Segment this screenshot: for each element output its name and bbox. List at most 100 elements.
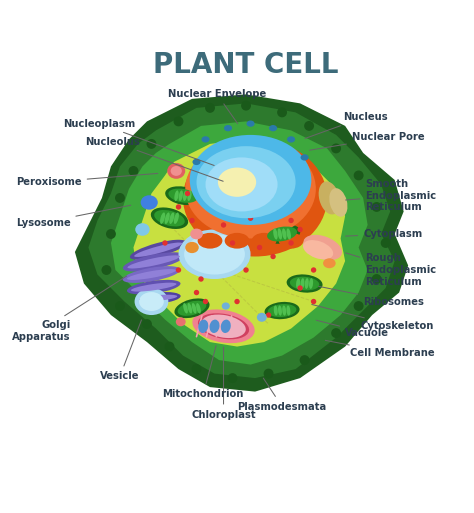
Ellipse shape xyxy=(286,305,291,315)
Ellipse shape xyxy=(171,166,182,176)
Ellipse shape xyxy=(284,177,289,183)
Text: Peroxisome: Peroxisome xyxy=(16,173,158,187)
Ellipse shape xyxy=(197,146,296,218)
Ellipse shape xyxy=(212,191,217,196)
Ellipse shape xyxy=(221,320,231,333)
Ellipse shape xyxy=(288,218,294,223)
Ellipse shape xyxy=(127,269,176,280)
Ellipse shape xyxy=(354,301,364,311)
Ellipse shape xyxy=(297,227,303,232)
Ellipse shape xyxy=(286,228,291,240)
Ellipse shape xyxy=(168,189,198,203)
Ellipse shape xyxy=(243,267,249,273)
Ellipse shape xyxy=(273,228,278,240)
Ellipse shape xyxy=(228,204,233,214)
Ellipse shape xyxy=(134,243,182,257)
Ellipse shape xyxy=(277,107,287,117)
Ellipse shape xyxy=(304,121,314,131)
Text: Nuclear Pore: Nuclear Pore xyxy=(310,132,425,150)
Ellipse shape xyxy=(146,139,156,149)
Ellipse shape xyxy=(198,233,222,249)
Ellipse shape xyxy=(167,163,185,179)
Ellipse shape xyxy=(154,210,185,226)
Ellipse shape xyxy=(311,299,316,304)
Ellipse shape xyxy=(264,369,273,379)
Ellipse shape xyxy=(309,278,313,289)
Text: Ribosomes: Ribosomes xyxy=(319,286,424,307)
Ellipse shape xyxy=(274,305,278,315)
Ellipse shape xyxy=(176,204,181,210)
Ellipse shape xyxy=(279,233,303,249)
Ellipse shape xyxy=(228,373,237,383)
Ellipse shape xyxy=(196,303,201,313)
Text: Plasmodesmata: Plasmodesmata xyxy=(237,378,327,411)
Ellipse shape xyxy=(220,199,254,220)
Ellipse shape xyxy=(297,285,303,291)
Ellipse shape xyxy=(206,157,278,211)
Polygon shape xyxy=(75,94,408,391)
Ellipse shape xyxy=(201,136,210,143)
Ellipse shape xyxy=(266,200,271,205)
Ellipse shape xyxy=(174,190,179,201)
Ellipse shape xyxy=(210,320,219,333)
Ellipse shape xyxy=(198,320,208,333)
Ellipse shape xyxy=(178,301,206,316)
Text: Nucleus: Nucleus xyxy=(305,112,388,139)
Ellipse shape xyxy=(311,267,316,273)
Ellipse shape xyxy=(264,302,300,319)
Ellipse shape xyxy=(185,242,199,253)
Ellipse shape xyxy=(372,274,382,284)
Polygon shape xyxy=(89,104,395,378)
Ellipse shape xyxy=(135,288,168,315)
Ellipse shape xyxy=(184,234,245,274)
Ellipse shape xyxy=(142,319,152,329)
Ellipse shape xyxy=(176,267,181,273)
Ellipse shape xyxy=(331,144,341,153)
Ellipse shape xyxy=(139,294,177,301)
Ellipse shape xyxy=(183,190,187,201)
Ellipse shape xyxy=(267,227,297,242)
Ellipse shape xyxy=(128,255,180,268)
Text: Nuclear Envelope: Nuclear Envelope xyxy=(168,89,266,124)
Ellipse shape xyxy=(282,305,286,315)
Ellipse shape xyxy=(123,252,184,271)
Ellipse shape xyxy=(224,125,232,131)
Ellipse shape xyxy=(127,280,181,294)
Ellipse shape xyxy=(222,303,230,310)
Ellipse shape xyxy=(164,342,174,351)
Ellipse shape xyxy=(301,154,309,161)
Ellipse shape xyxy=(252,233,276,249)
Ellipse shape xyxy=(278,305,282,315)
Ellipse shape xyxy=(192,309,255,343)
Ellipse shape xyxy=(201,314,246,338)
Ellipse shape xyxy=(223,201,251,217)
Ellipse shape xyxy=(115,193,125,203)
Ellipse shape xyxy=(246,121,255,127)
Ellipse shape xyxy=(287,274,322,292)
Ellipse shape xyxy=(183,140,327,256)
Ellipse shape xyxy=(194,290,199,295)
Text: Lysosome: Lysosome xyxy=(16,205,131,228)
Ellipse shape xyxy=(241,204,246,214)
Ellipse shape xyxy=(141,195,158,210)
Ellipse shape xyxy=(270,254,276,259)
Ellipse shape xyxy=(237,204,242,214)
Ellipse shape xyxy=(248,215,253,221)
Ellipse shape xyxy=(303,235,342,260)
Ellipse shape xyxy=(266,312,271,318)
Ellipse shape xyxy=(300,355,310,365)
Ellipse shape xyxy=(230,240,235,246)
Ellipse shape xyxy=(303,240,333,260)
Ellipse shape xyxy=(101,265,111,275)
Ellipse shape xyxy=(282,228,286,240)
Ellipse shape xyxy=(179,190,183,201)
Ellipse shape xyxy=(290,277,319,290)
Ellipse shape xyxy=(264,224,301,244)
Ellipse shape xyxy=(185,140,316,239)
Text: Chloroplast: Chloroplast xyxy=(191,347,256,420)
Text: Vesicle: Vesicle xyxy=(100,320,141,381)
Ellipse shape xyxy=(319,182,340,214)
Ellipse shape xyxy=(234,299,240,304)
Ellipse shape xyxy=(331,328,341,338)
Ellipse shape xyxy=(268,304,296,317)
